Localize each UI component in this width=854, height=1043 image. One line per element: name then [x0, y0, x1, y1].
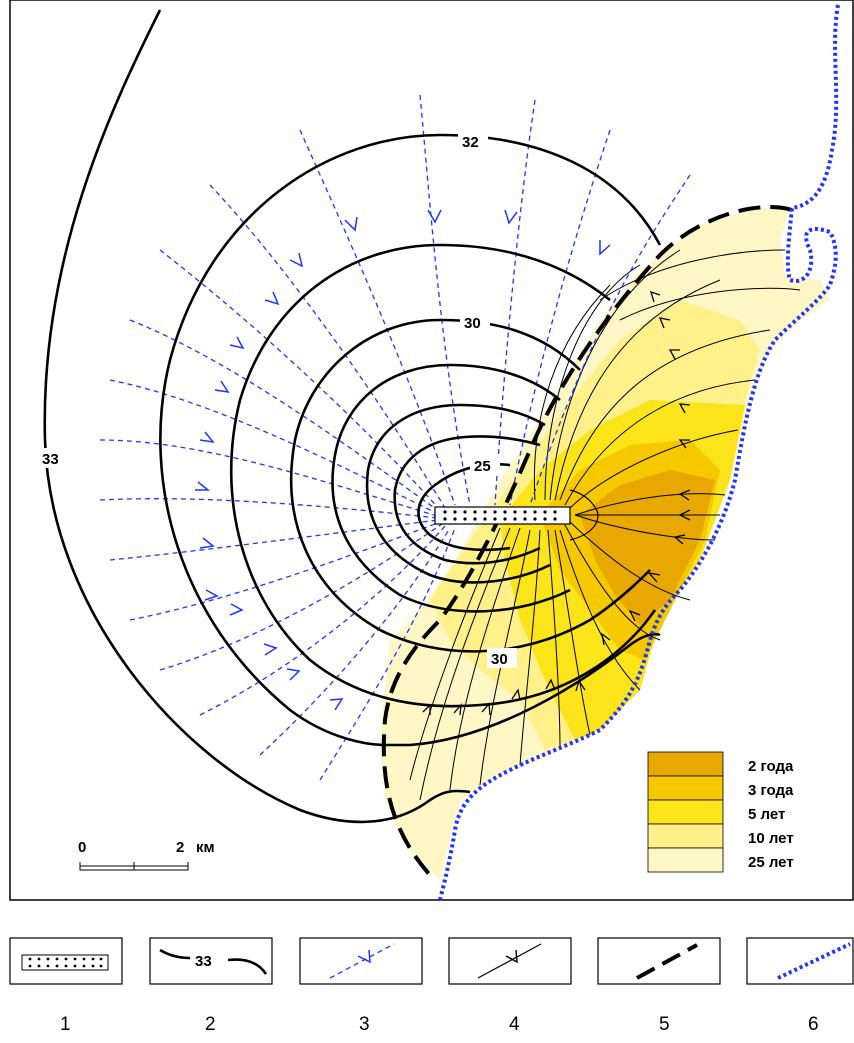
- zone-2-years: [580, 470, 715, 625]
- legend-swatch-3-years: [647, 775, 724, 801]
- scale-end: 2: [176, 839, 184, 856]
- shoreline-dotted: [438, 4, 840, 901]
- scale-start: 0: [78, 839, 86, 856]
- contour-33-label: 33: [42, 451, 59, 468]
- contour-31: [229, 243, 657, 708]
- legend-box-2: 33: [149, 937, 273, 985]
- legend-number-4: 4: [509, 1014, 520, 1035]
- contour-30-top-label: 30: [464, 315, 481, 332]
- contour-30-bottom-label: 30: [491, 651, 508, 668]
- symbol-legend: 33 1 2 3 4 5 6: [9, 937, 854, 1035]
- legend-swatch-10-years: [647, 823, 724, 849]
- legend-number-2: 2: [205, 1014, 216, 1035]
- legend-swatch-5-years: [647, 799, 724, 825]
- contour-32-label: 32: [462, 134, 479, 151]
- contour-label-30-bottom: 30: [487, 648, 517, 668]
- legend-swatch-2-years: [647, 751, 724, 777]
- flow-arrows-thin: [422, 290, 691, 716]
- legend-label-3-years: 3 года: [748, 782, 794, 799]
- well-field: [434, 506, 571, 525]
- legend-box-4: [448, 937, 572, 985]
- contour-28: [365, 403, 551, 584]
- legend-box-6: [746, 937, 854, 985]
- contour-32: [159, 133, 662, 747]
- scale-unit: км: [196, 839, 215, 856]
- flow-arrows-dashed: [195, 209, 611, 711]
- contour-25-label: 25: [474, 458, 491, 475]
- legend-label-25-years: 25 лет: [748, 854, 794, 871]
- legend-number-1: 1: [60, 1014, 71, 1035]
- legend-box-1: [9, 937, 123, 985]
- scale-bar: 0 2 км: [78, 839, 215, 871]
- legend-contour-label: 33: [195, 953, 212, 970]
- legend-number-5: 5: [659, 1014, 670, 1035]
- legend-number-6: 6: [808, 1014, 819, 1035]
- contour-label-33: 33: [40, 448, 64, 468]
- contour-27: [393, 435, 541, 565]
- contour-29: [331, 363, 571, 613]
- contour-label-32: 32: [458, 130, 488, 152]
- legend-label-5-years: 5 лет: [748, 806, 785, 823]
- time-legend: 2 года 3 года 5 лет 10 лет 25 лет: [647, 751, 794, 873]
- contour-33: [43, 9, 471, 824]
- head-contours: [43, 9, 662, 824]
- contour-label-30-top: 30: [460, 312, 490, 332]
- legend-swatch-25-years: [647, 847, 724, 873]
- legend-label-2-years: 2 года: [748, 758, 794, 775]
- inner-contours: [569, 489, 599, 541]
- legend-number-3: 3: [359, 1014, 370, 1035]
- contour-label-25: 25: [470, 455, 500, 475]
- legend-box-5: [597, 937, 721, 985]
- legend-box-3: [299, 937, 423, 985]
- contour-30: [289, 318, 651, 653]
- legend-label-10-years: 10 лет: [748, 830, 794, 847]
